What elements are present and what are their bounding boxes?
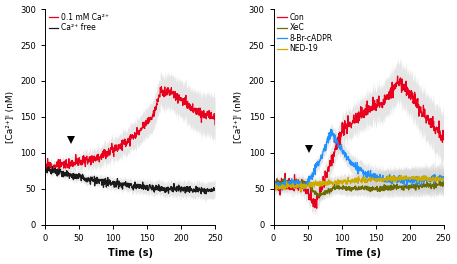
X-axis label: Time (s): Time (s): [336, 248, 381, 258]
X-axis label: Time (s): Time (s): [107, 248, 153, 258]
Legend: Con, XeC, 8-Br-cADPR, NED-19: Con, XeC, 8-Br-cADPR, NED-19: [277, 13, 333, 53]
Legend: 0.1 mM Ca²⁺, Ca²⁺ free: 0.1 mM Ca²⁺, Ca²⁺ free: [49, 13, 109, 32]
Y-axis label: [Ca²⁺]ᴵ (nM): [Ca²⁺]ᴵ (nM): [234, 91, 243, 143]
Y-axis label: [Ca²⁺]ᴵ (nM): [Ca²⁺]ᴵ (nM): [5, 91, 15, 143]
